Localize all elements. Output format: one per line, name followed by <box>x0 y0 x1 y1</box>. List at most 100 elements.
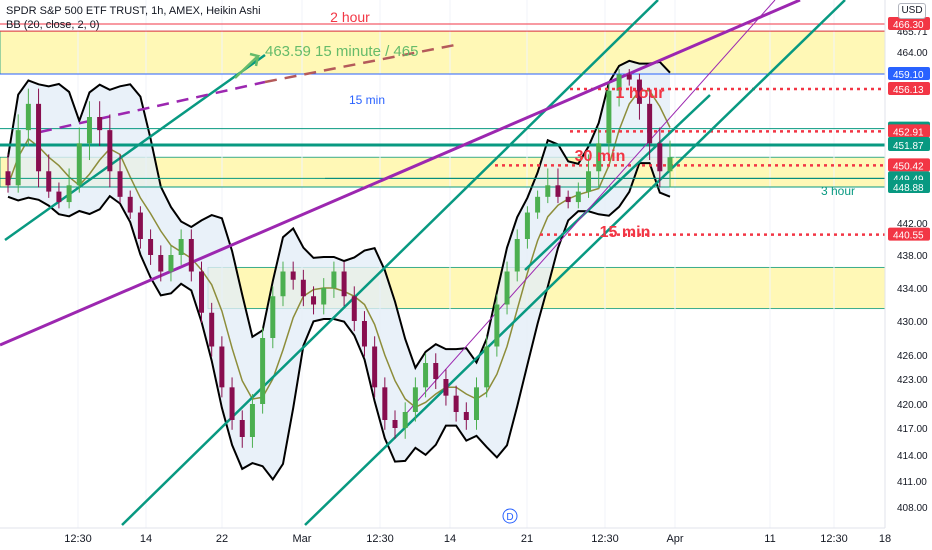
time-axis[interactable]: 12:30 14 22 Mar 12:30 14 21 12:30 Apr 11 12:30 18 <box>0 527 891 545</box>
candle-body <box>300 279 306 297</box>
price-tick-label: 464.00 <box>897 48 928 59</box>
candle-body <box>86 117 92 144</box>
price-tick-label: 411.00 <box>897 477 927 488</box>
time-tick-label: 21 <box>521 533 533 545</box>
candle-body <box>331 271 337 288</box>
candle-body <box>5 171 11 186</box>
candle-body <box>545 185 551 197</box>
candle-body <box>158 255 164 272</box>
price-tag <box>888 17 930 30</box>
time-tick-label: 22 <box>216 533 228 545</box>
candle-body <box>280 271 286 297</box>
candle-body <box>504 271 510 305</box>
candle-body <box>667 157 673 172</box>
candle-body <box>188 239 194 272</box>
trend-line <box>0 0 801 347</box>
candle-body <box>36 103 42 172</box>
trend-line <box>121 0 659 526</box>
time-tick-label: 12:30 <box>820 533 848 545</box>
candle-body <box>66 185 72 203</box>
price-tag-label: 449.49 <box>893 174 924 185</box>
candle-body <box>270 296 276 338</box>
candle-body <box>107 130 113 172</box>
candle-body <box>463 412 469 420</box>
candle-body <box>199 271 205 313</box>
price-tick-label: 426.00 <box>897 351 928 362</box>
price-tag <box>888 227 930 241</box>
candle-body <box>15 130 21 186</box>
price-tag <box>888 67 930 80</box>
time-tick-label: 14 <box>444 533 456 545</box>
annotations: 2 hour 463.59 15 minute / 465 15 min 1 hour… <box>265 9 855 524</box>
price-tag <box>888 180 930 193</box>
chart-annotation: 463.59 15 minute / 465 <box>265 43 418 60</box>
chart-annotation: 1 hour <box>616 85 665 102</box>
time-tick-label: 14 <box>140 533 152 545</box>
candle-body <box>575 191 581 203</box>
price-tag-label: 440.55 <box>893 231 924 242</box>
price-tag-label: 466.30 <box>893 20 924 31</box>
time-tick-label: 12:30 <box>366 533 394 545</box>
time-tick-label: 11 <box>764 533 775 545</box>
candle-body <box>341 271 347 297</box>
chart-annotation: 2 hour <box>330 9 370 25</box>
chart-annotation: 15 min <box>349 93 385 107</box>
price-tag-label: 448.88 <box>893 183 924 194</box>
time-tick-label: Apr <box>666 533 683 545</box>
price-tick-label: 434.00 <box>897 284 928 295</box>
candle-body <box>56 191 62 203</box>
dividend-marker-icon <box>502 508 518 524</box>
candle-body <box>433 363 439 379</box>
candle-body <box>382 387 388 420</box>
trend-line <box>304 0 846 526</box>
arrow-annotation <box>234 52 261 79</box>
candle-body <box>453 395 459 412</box>
bb-lower-line <box>7 162 671 482</box>
candle-body <box>97 117 103 131</box>
bb-band-fill <box>8 60 670 480</box>
symbol-title: SPDR S&P 500 ETF TRUST, 1h, AMEX, Heikin… <box>6 5 261 17</box>
bb-upper-line <box>7 59 671 371</box>
candles <box>5 69 673 448</box>
candle-body <box>137 212 143 239</box>
candle-body <box>127 196 133 213</box>
candle-body <box>372 346 378 388</box>
bollinger-bands <box>7 59 671 482</box>
candle-body <box>535 196 541 213</box>
candle-body <box>168 255 174 272</box>
candle-body <box>636 79 642 104</box>
candle-body <box>626 74 632 80</box>
price-tick-label: 423.00 <box>897 375 928 386</box>
trend-lines <box>0 0 846 526</box>
projection-line <box>264 43 456 84</box>
candle-body <box>647 103 653 144</box>
price-tag-label: 450.42 <box>893 161 924 172</box>
candle-body <box>473 387 479 420</box>
level-lines <box>0 23 885 236</box>
price-tick-label: 442.00 <box>897 219 928 230</box>
trend-line <box>4 53 266 242</box>
candle-body <box>76 143 82 186</box>
price-tag <box>888 138 930 151</box>
candle-body <box>311 296 317 305</box>
candle-body <box>148 239 154 255</box>
price-tick-label: 420.00 <box>897 400 928 411</box>
candle-body <box>260 338 266 404</box>
candle-body <box>239 420 245 437</box>
currency-button[interactable]: USD <box>898 3 926 19</box>
price-tick-label: 438.00 <box>897 251 928 262</box>
candle-body <box>494 304 500 347</box>
support-zone <box>0 30 886 75</box>
trend-line <box>404 0 776 416</box>
price-axis[interactable]: 408.00 411.00 414.00 417.00 420.00 423.00 426.… <box>884 0 932 550</box>
price-tag-label: 456.13 <box>893 85 924 96</box>
chart-header: SPDR S&P 500 ETF TRUST, 1h, AMEX, Heikin… <box>6 4 261 32</box>
trend-line <box>524 94 711 271</box>
price-tick-label: 408.00 <box>897 503 928 514</box>
candle-body <box>392 420 398 428</box>
candle-body <box>178 239 184 255</box>
candle-body <box>117 171 123 197</box>
indicator-title: BB (20, close, 2, 0) <box>6 19 100 31</box>
candle-body <box>290 271 296 280</box>
